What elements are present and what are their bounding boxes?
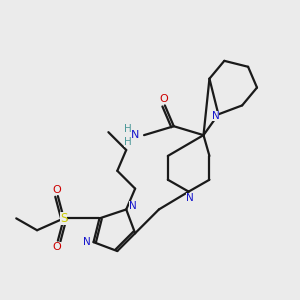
Text: H: H [124,137,132,147]
Text: O: O [52,184,61,194]
Text: O: O [159,94,168,104]
Text: O: O [52,242,61,252]
Text: N: N [212,111,219,121]
Text: N: N [83,237,91,247]
Text: N: N [131,130,139,140]
Text: H: H [124,124,132,134]
Text: S: S [60,212,68,225]
Text: N: N [129,202,136,212]
Text: N: N [186,193,194,203]
